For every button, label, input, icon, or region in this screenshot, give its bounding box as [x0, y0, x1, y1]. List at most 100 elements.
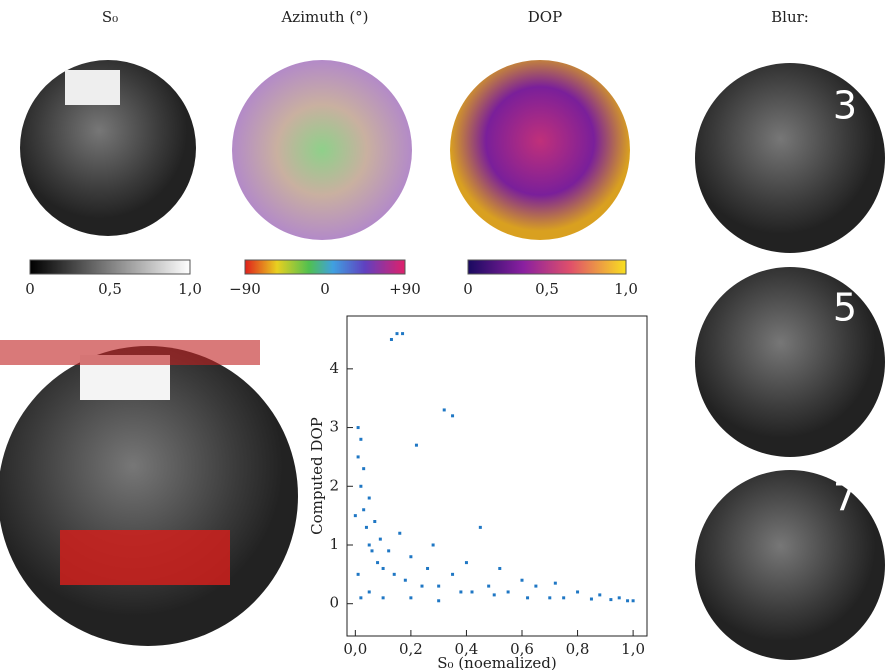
colorbar-tick-label: 0 — [463, 280, 473, 298]
x-tick-label: 0,2 — [399, 640, 423, 658]
images — [0, 60, 885, 660]
point — [356, 572, 360, 576]
point — [414, 443, 418, 447]
point — [387, 549, 391, 553]
plot-frame — [346, 315, 648, 637]
colorbar — [467, 259, 627, 275]
point — [526, 596, 530, 600]
x-tick-label: 0,8 — [566, 640, 590, 658]
x-tick-label: 0,4 — [455, 640, 479, 658]
colorbar-tick-label: +90 — [389, 280, 421, 298]
point — [437, 599, 441, 603]
colorbar-tick-label: 0,5 — [98, 280, 122, 298]
point — [520, 578, 524, 582]
x-tick-label: 0,6 — [510, 640, 534, 658]
point — [395, 332, 399, 336]
blur-level: 7 — [833, 476, 857, 520]
x-tick-label: 1,0 — [621, 640, 645, 658]
point — [553, 581, 557, 585]
point — [353, 514, 357, 518]
blur-image — [695, 267, 885, 457]
point — [401, 332, 405, 336]
panel-label: DOP — [528, 8, 562, 26]
colorbar-tick-label: 0,5 — [535, 280, 559, 298]
point — [378, 537, 382, 541]
point — [631, 599, 635, 603]
blur-level: 3 — [833, 84, 857, 128]
point — [364, 525, 368, 529]
point — [373, 520, 377, 524]
point — [478, 525, 482, 529]
colorbar-tick-label: 0 — [25, 280, 35, 298]
point — [506, 590, 510, 594]
point — [437, 584, 441, 588]
azimuth-image — [232, 60, 412, 240]
point — [362, 508, 366, 512]
panel-label: Blur: — [771, 8, 809, 26]
point — [376, 561, 380, 565]
point — [492, 593, 496, 597]
point — [589, 597, 593, 601]
panel-label: S₀ — [102, 8, 118, 26]
x-axis-label: S₀ (noemalized) — [437, 654, 556, 670]
point — [548, 596, 552, 600]
panel-label: Azimuth (°) — [280, 8, 368, 26]
y-tick-label: 4 — [329, 359, 339, 377]
point — [498, 566, 502, 570]
point — [398, 531, 402, 535]
point — [370, 549, 374, 553]
point — [617, 596, 621, 600]
point — [426, 566, 430, 570]
point — [451, 414, 455, 418]
point — [392, 572, 396, 576]
point — [409, 596, 413, 600]
blur-image — [695, 470, 885, 660]
red-overlay — [60, 530, 230, 585]
window — [65, 70, 120, 105]
y-tick-label: 2 — [329, 476, 339, 494]
y-axis-label: Computed DOP — [308, 417, 326, 535]
point — [459, 590, 463, 594]
y-tick-label: 0 — [329, 594, 339, 612]
x-tick-label: 0,0 — [343, 640, 367, 658]
point — [451, 572, 455, 576]
colorbar-tick-label: −90 — [229, 280, 261, 298]
point — [356, 426, 360, 430]
point — [442, 408, 446, 412]
point — [359, 484, 363, 488]
point — [359, 437, 363, 441]
y-tick-label: 3 — [329, 418, 339, 436]
colorbar-tick-label: 0 — [320, 280, 330, 298]
y-tick-label: 1 — [329, 535, 339, 553]
s0-image — [20, 60, 196, 236]
blur-image — [695, 63, 885, 253]
point — [381, 596, 385, 600]
dop-image — [450, 60, 630, 240]
point — [367, 590, 371, 594]
colorbar-tick-label: 1,0 — [178, 280, 202, 298]
point — [381, 566, 385, 570]
point — [609, 598, 613, 602]
point — [409, 555, 413, 559]
point — [403, 578, 407, 582]
point — [534, 584, 538, 588]
point — [562, 596, 566, 600]
point — [470, 590, 474, 594]
point — [420, 584, 424, 588]
colorbar — [29, 259, 191, 275]
point — [367, 496, 371, 500]
point — [626, 599, 630, 603]
colorbar — [244, 259, 406, 275]
red-overlay — [0, 340, 260, 365]
point — [367, 543, 371, 547]
point — [362, 467, 366, 471]
point — [356, 455, 360, 459]
point — [487, 584, 491, 588]
point — [464, 561, 468, 565]
blur-level: 5 — [833, 286, 857, 330]
point — [598, 593, 602, 597]
colorbar-tick-label: 1,0 — [614, 280, 638, 298]
point — [359, 596, 363, 600]
point — [431, 543, 435, 547]
